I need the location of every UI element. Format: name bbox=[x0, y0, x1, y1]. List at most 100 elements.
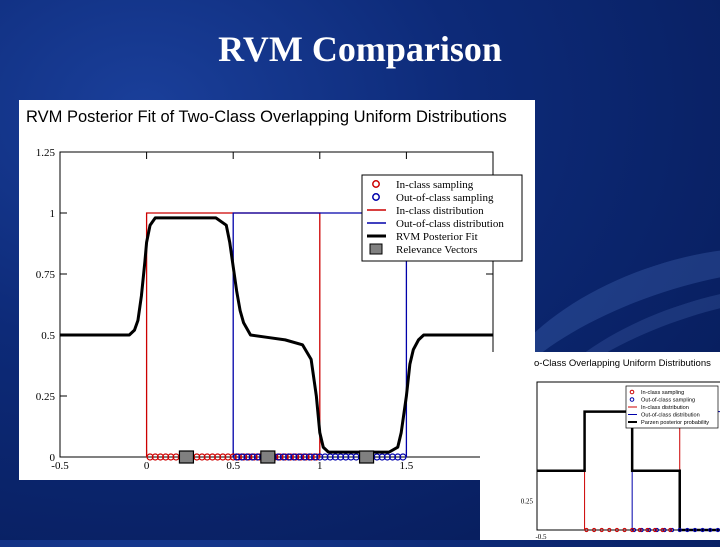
y-tick-label: 1.25 bbox=[36, 147, 56, 159]
chart-background bbox=[19, 100, 535, 480]
inset-out-of-class-point bbox=[654, 527, 660, 533]
out-of-class-sample-point bbox=[311, 453, 319, 461]
x-tick-label: 1.5 bbox=[400, 460, 414, 472]
out-of-class-sample-point bbox=[331, 453, 339, 461]
inset-in-class-point bbox=[630, 527, 635, 533]
in-class-sample-point bbox=[203, 453, 211, 461]
in-class-sample-point bbox=[224, 453, 232, 461]
out-of-class-sample-point bbox=[321, 453, 329, 461]
inset-in-class-point bbox=[599, 527, 604, 533]
inset-parzen-line bbox=[537, 410, 720, 532]
inset-x-tick-label: -0.5 bbox=[535, 533, 547, 540]
x-tick-label: 0 bbox=[144, 460, 150, 472]
legend-label: RVM Posterior Fit bbox=[396, 231, 478, 243]
in-class-sample-point bbox=[198, 453, 206, 461]
out-of-class-sample-point bbox=[347, 453, 355, 461]
y-tick-label: 0 bbox=[50, 452, 56, 464]
chart-title: RVM Posterior Fit of Two-Class Overlappi… bbox=[26, 108, 507, 126]
inset-in-class-point bbox=[614, 527, 620, 533]
out-of-class-sample-point bbox=[378, 453, 386, 461]
in-class-sample-point bbox=[219, 453, 227, 461]
inset-out-of-class-point bbox=[715, 527, 720, 533]
inset-in-class-point bbox=[607, 527, 612, 533]
relevance-vector-marker bbox=[178, 450, 195, 464]
in-class-sample-point bbox=[151, 453, 159, 461]
out-of-class-sample-point bbox=[295, 453, 303, 461]
out-of-class-sample-point bbox=[316, 453, 324, 461]
in-class-sample-point bbox=[229, 453, 237, 461]
out-of-class-sample-point bbox=[233, 453, 241, 461]
legend-marker-square bbox=[369, 243, 383, 255]
inset-in-class-point bbox=[652, 527, 658, 533]
legend-label: In-class distribution bbox=[396, 205, 484, 217]
out-of-class-sample-point bbox=[248, 453, 256, 461]
inset-background bbox=[480, 352, 720, 540]
out-of-class-sample-point bbox=[238, 453, 246, 461]
inset-in-class-point bbox=[584, 527, 589, 533]
out-of-class-sample-point bbox=[290, 453, 298, 461]
main-chart: RVM Posterior Fit of Two-Class Overlappi… bbox=[19, 100, 535, 480]
out-of-class-sample-point bbox=[243, 453, 251, 461]
inset-in-class-point bbox=[591, 527, 597, 533]
in-class-sample-point bbox=[146, 453, 154, 461]
inset-chart: o-Class Overlapping Uniform Distribution… bbox=[480, 352, 720, 540]
inset-in-class-point bbox=[668, 527, 673, 533]
x-tick-label: 1 bbox=[317, 460, 323, 472]
inset-out-of-class-point bbox=[662, 527, 667, 533]
in-class-sample-point bbox=[214, 453, 222, 461]
legend-label: Out-of-class distribution bbox=[396, 218, 504, 230]
legend-label: Out-of-class sampling bbox=[396, 192, 494, 204]
out-of-class-sample-point bbox=[342, 453, 350, 461]
out-of-class-sample-point bbox=[394, 453, 402, 461]
inset-legend-marker-circle bbox=[629, 397, 635, 402]
out-of-class-sample-point bbox=[399, 453, 407, 461]
inset-out-of-class-point bbox=[647, 527, 652, 533]
in-class-sample-point bbox=[167, 453, 175, 461]
legend-label: Relevance Vectors bbox=[396, 244, 477, 256]
out-of-class-sample-point bbox=[326, 453, 334, 461]
y-tick-label: 0.25 bbox=[36, 391, 56, 403]
inset-out-of-class-point bbox=[670, 527, 675, 533]
inset-frame bbox=[536, 381, 720, 531]
y-tick-label: 0.5 bbox=[41, 330, 55, 342]
inset-in-class-point bbox=[660, 527, 665, 533]
inset-in-class-point bbox=[622, 527, 627, 533]
out-of-class-sample-point bbox=[285, 453, 293, 461]
inset-out-of-class-point bbox=[639, 527, 644, 533]
inset-out-of-class-point bbox=[677, 527, 682, 533]
inset-legend-label: In-class sampling bbox=[641, 390, 684, 396]
inset-legend-label: In-class distribution bbox=[641, 405, 689, 411]
inset-title: o-Class Overlapping Uniform Distribution… bbox=[534, 358, 711, 369]
x-tick-label: -0.5 bbox=[51, 460, 69, 472]
in-class-sample-point bbox=[162, 453, 170, 461]
out-of-class-distribution-line bbox=[232, 212, 408, 457]
legend-label: In-class sampling bbox=[396, 179, 474, 191]
y-tick-label: 1 bbox=[50, 208, 56, 220]
legend-box bbox=[361, 174, 523, 262]
inset-legend-marker-circle bbox=[629, 389, 635, 395]
out-of-class-sample-point bbox=[305, 453, 314, 461]
rvm-posterior-fit-line bbox=[60, 216, 493, 454]
inset-y-tick-label: 0.25 bbox=[521, 497, 534, 505]
inset-out-of-class-point bbox=[685, 527, 690, 533]
inset-in-class-point bbox=[645, 527, 650, 533]
relevance-vector-marker bbox=[358, 450, 375, 464]
inset-out-of-class-point bbox=[708, 527, 713, 533]
y-tick-label: 0.75 bbox=[36, 269, 56, 281]
inset-legend-label: Parzen posterior probability bbox=[641, 420, 709, 426]
in-class-sample-point bbox=[156, 453, 165, 461]
inset-legend-label: Out-of-class distribution bbox=[641, 413, 700, 419]
x-tick-label: 0.5 bbox=[226, 460, 240, 472]
out-of-class-sample-point bbox=[336, 453, 345, 461]
inset-out-of-class-point bbox=[700, 527, 705, 533]
relevance-vector-marker bbox=[260, 450, 276, 464]
out-of-class-sample-point bbox=[383, 453, 391, 461]
out-of-class-sample-point bbox=[388, 453, 397, 461]
slide-title: RVM Comparison bbox=[218, 29, 502, 69]
out-of-class-sample-point bbox=[300, 453, 308, 461]
in-class-sample-point bbox=[208, 453, 217, 461]
legend-marker-circle bbox=[372, 180, 380, 188]
inset-legend-label: Out-of-class sampling bbox=[641, 398, 695, 404]
out-of-class-sample-point bbox=[279, 453, 288, 461]
inset-in-class-point bbox=[637, 527, 642, 533]
